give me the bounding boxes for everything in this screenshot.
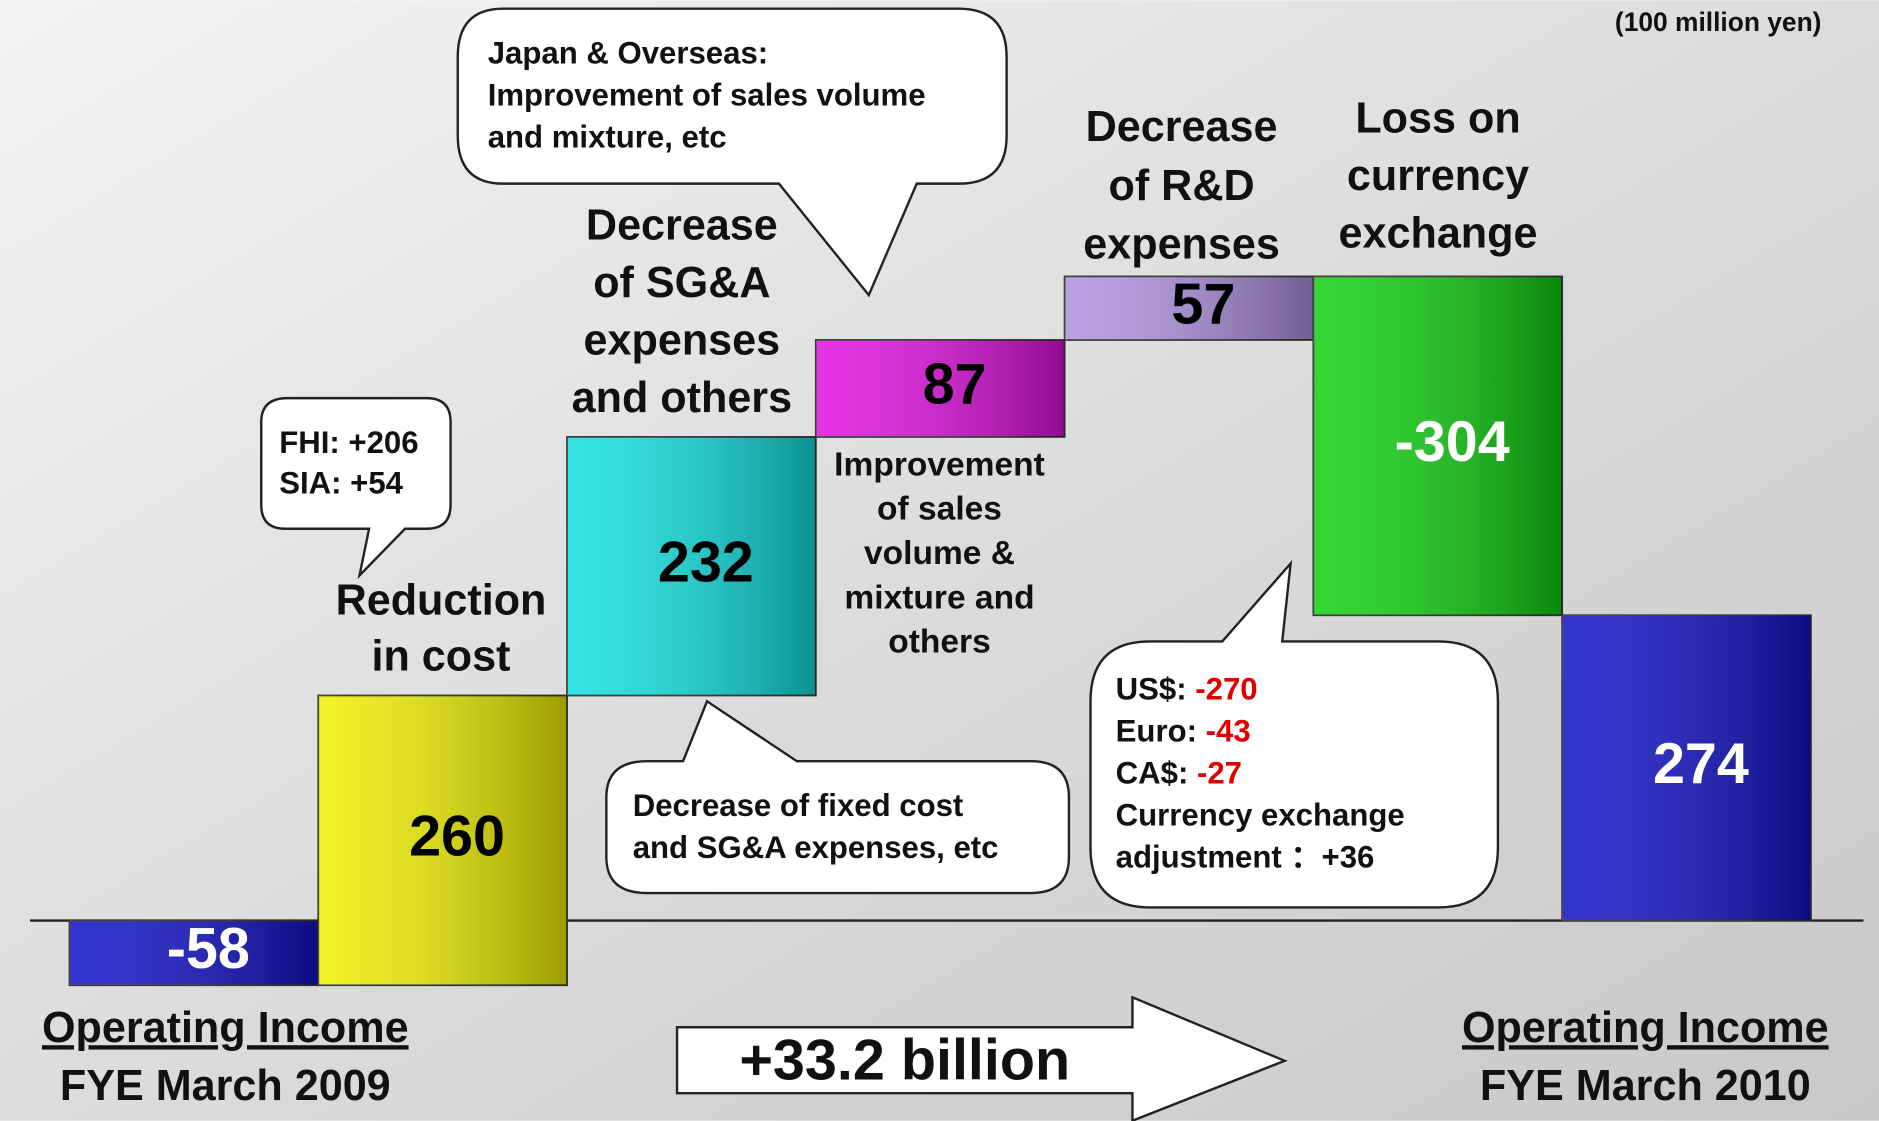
- category-label: of SG&A: [593, 259, 770, 307]
- unit-label: (100 million yen): [1615, 7, 1822, 37]
- value-label: 274: [1653, 732, 1749, 796]
- category-label: in cost: [371, 633, 510, 681]
- callout-segment: CA$:: [1116, 756, 1197, 791]
- callout-text: Decrease of fixed cost: [633, 788, 964, 823]
- category-label: volume &: [864, 535, 1015, 572]
- callout-text: FHI: +206: [279, 425, 418, 460]
- callout-text: and mixture, etc: [488, 120, 727, 155]
- category-label: of sales: [877, 491, 1002, 528]
- callout-segment: Decrease of fixed cost: [633, 788, 964, 823]
- category-label: Decrease: [1086, 103, 1278, 151]
- callout-segment: adjustment ：+36: [1116, 840, 1375, 875]
- callout-segment: Japan & Overseas:: [488, 36, 768, 71]
- callout-segment: and SG&A expenses, etc: [633, 830, 999, 865]
- category-label: of R&D: [1109, 162, 1255, 210]
- category-label: FYE March 2009: [60, 1062, 391, 1110]
- callout-segment: -27: [1197, 756, 1242, 791]
- callout-segment: US$:: [1116, 672, 1196, 707]
- change-label: +33.2 billion: [739, 1029, 1070, 1093]
- callout-segment: -270: [1195, 672, 1257, 707]
- category-label: Decrease: [586, 201, 778, 249]
- category-label: Reduction: [336, 576, 547, 624]
- category-label: others: [888, 624, 991, 661]
- callout-segment: Euro:: [1116, 714, 1206, 749]
- callout-text: adjustment ：+36: [1116, 840, 1375, 875]
- category-label: currency: [1347, 152, 1529, 200]
- category-label: Loss on: [1355, 95, 1520, 143]
- value-label: 260: [409, 805, 505, 869]
- callout-segment: Improvement of sales volume: [488, 78, 926, 113]
- callout-text: Japan & Overseas:: [488, 36, 768, 71]
- value-label: -58: [167, 917, 250, 981]
- page: {"chart_data": { "type": "waterfall", "u…: [0, 0, 1879, 1121]
- callout-text: Euro: -43: [1116, 714, 1251, 749]
- value-label: -304: [1395, 410, 1510, 474]
- callout-segment: SIA: +54: [279, 466, 403, 501]
- callout-text: US$: -270: [1116, 672, 1258, 707]
- value-label: 232: [658, 530, 754, 594]
- callout-segment: and mixture, etc: [488, 120, 727, 155]
- category-label: expenses: [584, 316, 781, 364]
- callout-segment: Currency exchange: [1116, 798, 1405, 833]
- callout-segment: -43: [1206, 714, 1251, 749]
- category-label: exchange: [1339, 210, 1538, 258]
- chart: (100 million yen) +33.2 billion -58 260 23…: [0, 0, 1879, 1121]
- category-label: Improvement: [834, 446, 1045, 483]
- value-label: 87: [923, 353, 987, 417]
- category-label: mixture and: [844, 579, 1034, 616]
- callout-segment: FHI: +206: [279, 425, 418, 460]
- category-label: and others: [572, 374, 792, 422]
- callout-text: CA$: -27: [1116, 756, 1242, 791]
- category-label: Operating Income: [1462, 1004, 1829, 1052]
- category-label: FYE March 2010: [1480, 1062, 1811, 1110]
- callout-text: SIA: +54: [279, 466, 403, 501]
- value-label: 57: [1171, 272, 1235, 336]
- category-label: expenses: [1083, 221, 1280, 269]
- category-label: Operating Income: [42, 1004, 409, 1052]
- callout-text: and SG&A expenses, etc: [633, 830, 999, 865]
- callout-text: Improvement of sales volume: [488, 78, 926, 113]
- callout-text: Currency exchange: [1116, 798, 1405, 833]
